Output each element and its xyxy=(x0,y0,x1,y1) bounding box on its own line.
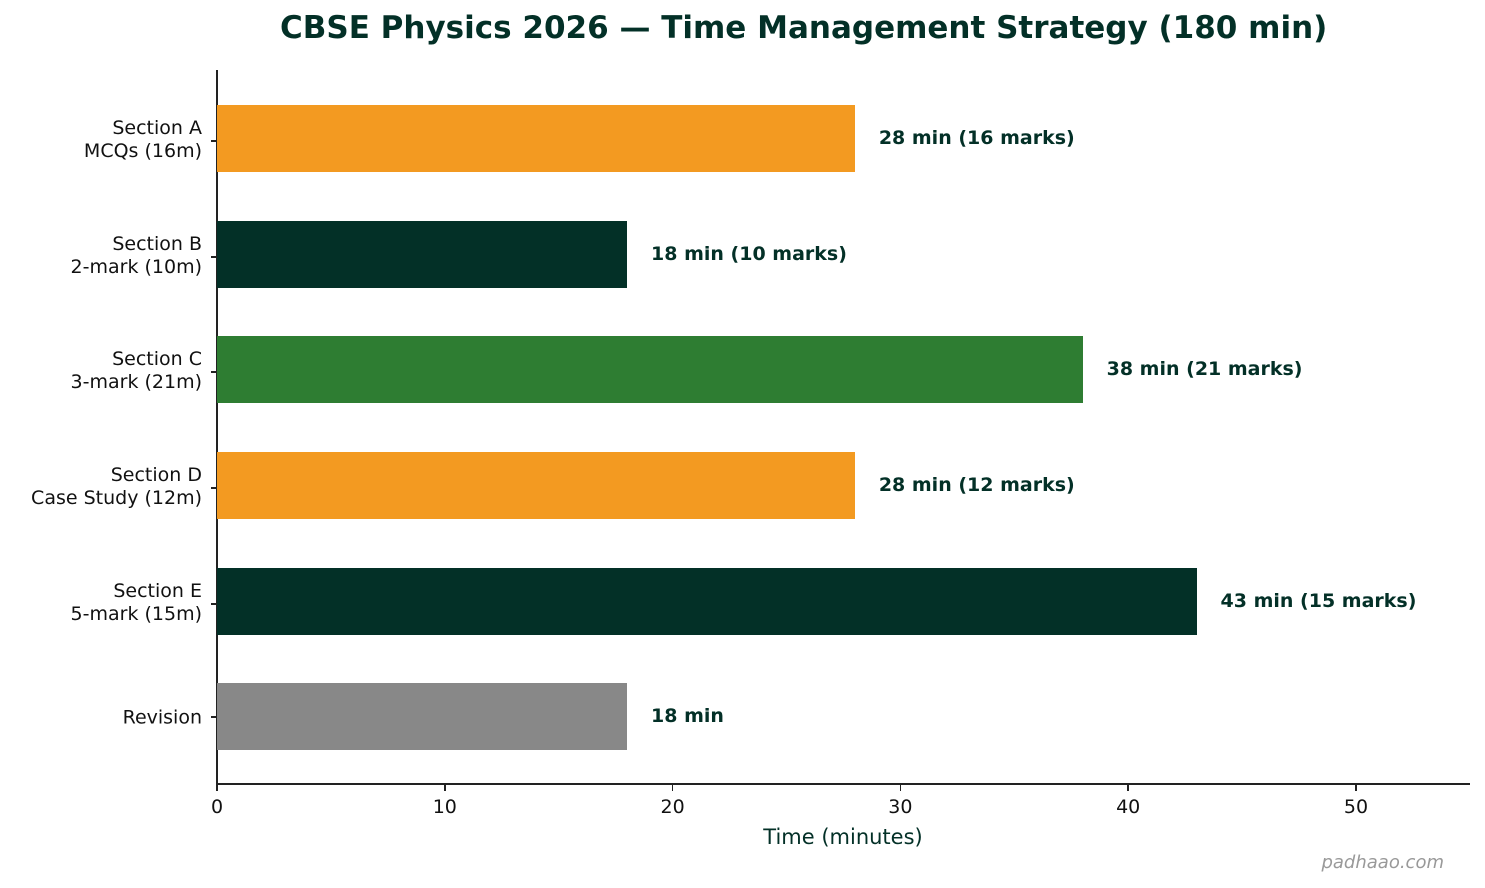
bar-value-label: 18 min xyxy=(651,705,724,727)
x-tick xyxy=(1127,785,1129,791)
y-tick xyxy=(211,256,217,258)
x-tick-label: 30 xyxy=(888,796,913,818)
bar-4 xyxy=(217,567,1197,635)
bar-5 xyxy=(217,682,628,750)
x-tick xyxy=(899,785,902,791)
y-tick-label: Revision xyxy=(122,706,202,729)
y-tick xyxy=(211,487,217,489)
y-tick xyxy=(211,603,217,605)
bar-value-label: 18 min (10 marks) xyxy=(651,243,847,265)
bar-1 xyxy=(217,220,628,288)
y-tick-label: Section D Case Study (12m) xyxy=(31,464,202,509)
watermark: padhaao.com xyxy=(1321,852,1444,873)
x-tick xyxy=(216,785,218,791)
y-tick-label: Section E 5-mark (15m) xyxy=(70,580,202,625)
bar-value-label: 28 min (16 marks) xyxy=(878,127,1075,149)
y-axis-line xyxy=(216,70,218,785)
x-tick xyxy=(1355,785,1357,791)
bar-value-label: 38 min (21 marks) xyxy=(1106,358,1303,380)
x-tick-label: 40 xyxy=(1116,796,1141,818)
y-tick xyxy=(211,140,217,142)
bar-3 xyxy=(217,451,855,519)
y-tick-label: Section A MCQs (16m) xyxy=(83,117,202,162)
y-tick xyxy=(211,716,217,718)
y-tick-label: Section C 3-mark (21m) xyxy=(70,348,202,393)
bar-0 xyxy=(217,104,855,172)
x-tick-label: 50 xyxy=(1343,796,1369,818)
y-tick-label: Section B 2-mark (10m) xyxy=(70,233,202,278)
x-tick-label: 10 xyxy=(432,796,457,818)
x-tick-label: 20 xyxy=(660,796,685,818)
bar-2 xyxy=(217,335,1083,403)
bar-value-label: 43 min (15 marks) xyxy=(1220,590,1417,612)
chart-title: CBSE Physics 2026 — Time Management Stra… xyxy=(280,10,1328,46)
x-axis-line xyxy=(216,783,1470,785)
x-tick xyxy=(444,785,446,791)
bar-value-label: 28 min (12 marks) xyxy=(878,474,1075,496)
x-tick-label: 0 xyxy=(210,796,224,818)
x-axis-label: Time (minutes) xyxy=(763,825,923,849)
x-tick xyxy=(671,785,674,791)
y-tick xyxy=(211,371,217,373)
